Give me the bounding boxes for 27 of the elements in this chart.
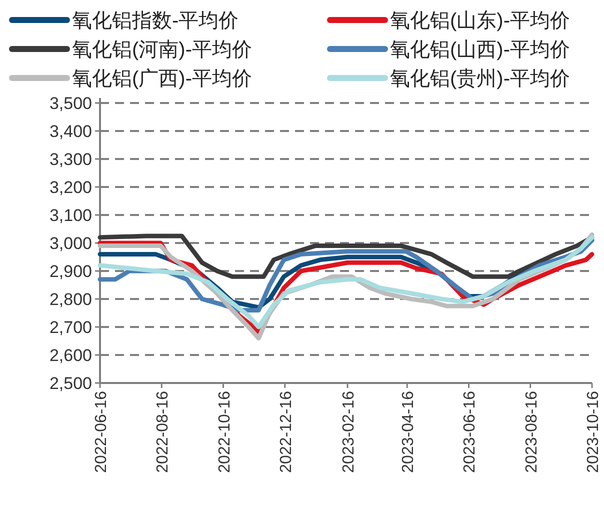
legend-label: 氧化铝(山西)-平均价 [390,39,570,61]
legend-label: 氧化铝(广西)-平均价 [72,68,252,90]
legend-label: 氧化铝(贵州)-平均价 [390,68,570,90]
legend-label: 氧化铝(河南)-平均价 [72,39,252,61]
y-tick-label: 2,700 [49,318,92,337]
y-tick-label: 3,500 [49,94,92,113]
line-series [98,234,594,279]
y-tick-label: 2,900 [49,262,92,281]
x-tick-label: 2022-06-16 [93,390,110,473]
x-tick-label: 2022-12-16 [278,390,295,473]
x-tick-label: 2022-08-16 [154,390,172,473]
y-tick-label: 3,000 [49,234,92,253]
y-tick-label: 3,400 [49,122,92,141]
y-tick-label: 2,500 [49,374,92,393]
x-tick-label: 2023-04-16 [400,390,418,473]
y-tick-label: 3,300 [49,150,92,169]
legend-label: 氧化铝(山东)-平均价 [390,10,570,32]
y-tick-label: 2,800 [49,290,92,309]
legend-label: 氧化铝指数-平均价 [72,10,239,32]
x-tick-label: 2023-06-16 [462,390,479,473]
x-tick-label: 2023-08-16 [523,390,540,473]
x-tick-label: 2022-10-16 [216,390,234,473]
x-tick-label: 2023-02-16 [340,390,358,473]
y-tick-label: 3,200 [49,178,92,197]
y-tick-label: 3,100 [49,206,92,225]
x-tick-label: 2023-10-16 [585,390,602,473]
y-tick-label: 2,600 [49,346,92,365]
